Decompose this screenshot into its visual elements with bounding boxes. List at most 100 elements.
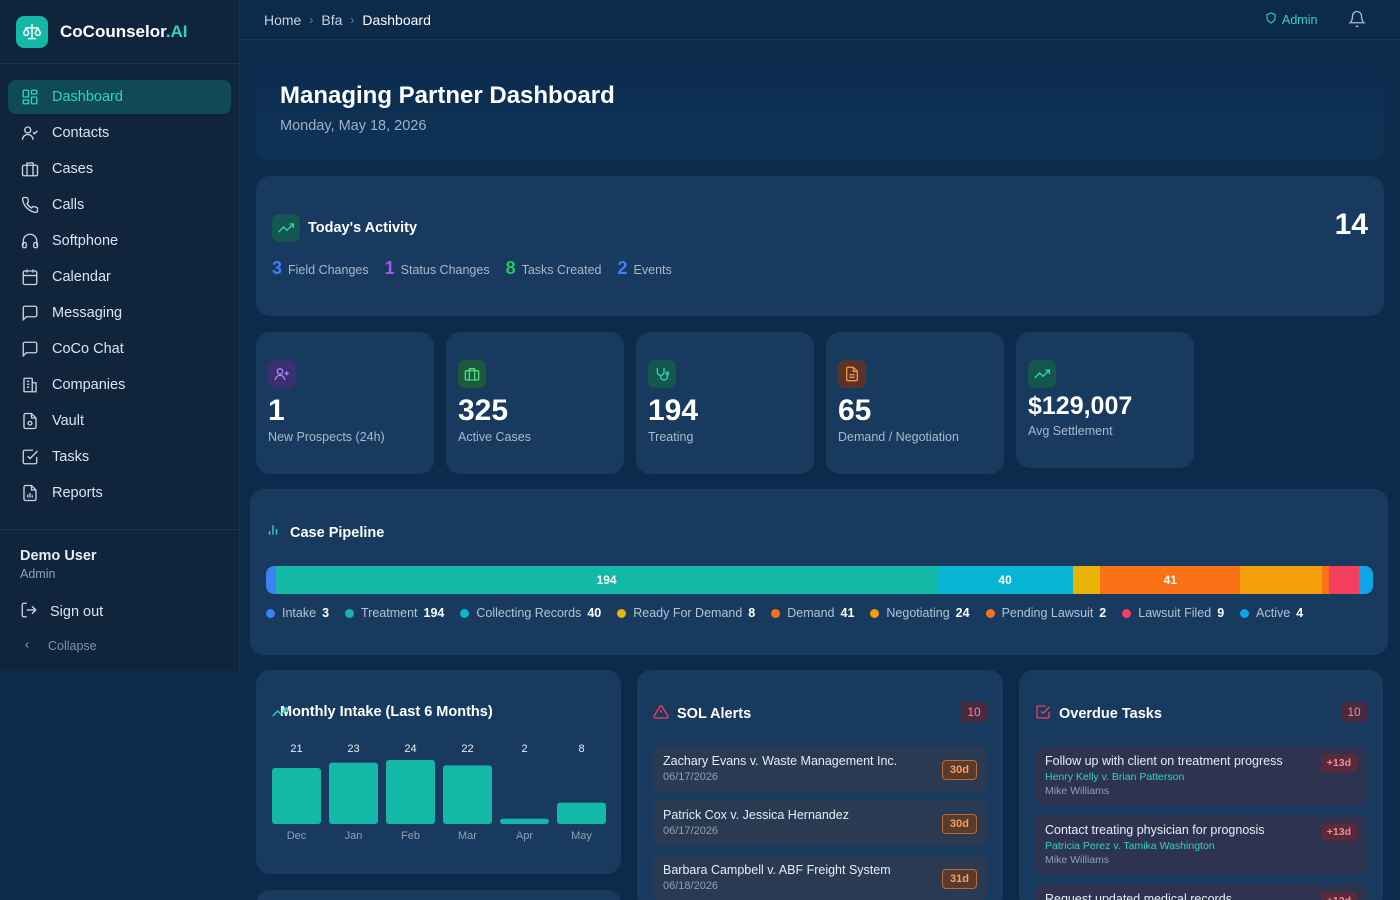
sidebar-item-coco-chat[interactable]: CoCo Chat <box>8 332 231 366</box>
collapse-button[interactable]: Collapse <box>20 639 220 653</box>
legend-count: 40 <box>587 606 602 620</box>
briefcase-icon <box>458 360 486 388</box>
sol-alert-row[interactable]: Patrick Cox v. Jessica Hernandez 06/17/2… <box>653 800 987 846</box>
sidebar-item-dashboard[interactable]: Dashboard <box>8 80 231 114</box>
intake-bar[interactable] <box>500 818 549 824</box>
breadcrumb-current: Dashboard <box>362 11 431 28</box>
stat-card-demand-negotiation[interactable]: 65 Demand / Negotiation <box>826 332 1004 474</box>
pipeline-segment[interactable]: 41 <box>1100 566 1241 594</box>
vault-file-icon <box>20 411 40 431</box>
intake-bar[interactable] <box>443 765 492 824</box>
pipeline-segment[interactable] <box>1328 566 1360 594</box>
sign-out-icon <box>20 601 38 623</box>
user-name: Demo User <box>20 548 97 564</box>
intake-bar[interactable] <box>272 768 321 824</box>
task-title: Request updated medical records <box>1045 892 1232 900</box>
legend-count: 24 <box>955 606 970 620</box>
breadcrumb-chevron-icon: › <box>350 12 355 27</box>
sidebar-item-messaging[interactable]: Messaging <box>8 296 231 330</box>
sol-alert-row[interactable]: Zachary Evans v. Waste Management Inc. 0… <box>653 746 987 792</box>
sidebar-item-contacts[interactable]: Contacts <box>8 116 231 150</box>
task-case-link[interactable]: Patricia Perez v. Tamika Washington <box>1045 840 1215 852</box>
scales-icon <box>16 15 48 48</box>
overdue-task-row[interactable]: Request updated medical records +13d <box>1035 884 1367 900</box>
activity-header: Today's Activity <box>272 214 417 242</box>
legend-label: Lawsuit Filed <box>1138 606 1212 620</box>
activity-total: 14 <box>1334 208 1368 241</box>
legend-item: Pending Lawsuit 2 <box>985 606 1106 620</box>
page-header: Managing Partner Dashboard Monday, May 1… <box>256 56 1384 160</box>
sidebar-item-tasks[interactable]: Tasks <box>8 440 231 474</box>
sidebar: CoCounselor.AI Dashboard Contacts Cases … <box>0 0 240 670</box>
stat-value: 325 <box>458 394 509 427</box>
sign-out-button[interactable]: Sign out <box>20 601 220 623</box>
legend-count: 8 <box>748 606 756 620</box>
stat-card-new-prospects[interactable]: 1 New Prospects (24h) <box>256 332 434 474</box>
collapse-label: Collapse <box>48 639 97 653</box>
headset-icon <box>20 231 40 251</box>
pipeline-segment[interactable] <box>1359 566 1373 594</box>
sol-count-badge: 10 <box>961 702 987 722</box>
legend-count: 3 <box>322 606 330 620</box>
legend-item: Intake 3 <box>266 606 329 620</box>
breadcrumb-chevron-icon: › <box>309 12 314 27</box>
calendar-icon <box>20 267 40 287</box>
stat-card-avg-settlement[interactable]: $129,007 Avg Settlement <box>1016 332 1194 468</box>
admin-badge[interactable]: Admin <box>1265 12 1317 27</box>
sidebar-item-vault[interactable]: Vault <box>8 404 231 438</box>
sidebar-item-companies[interactable]: Companies <box>8 368 231 402</box>
legend-item: Active 4 <box>1240 606 1303 620</box>
legend-count: 41 <box>840 606 855 620</box>
stat-label: Avg Settlement <box>1028 424 1113 438</box>
todays-activity-card: Today's Activity 14 3 Field Changes 1 St… <box>256 176 1384 316</box>
intake-bar[interactable] <box>557 802 606 824</box>
stat-value: 194 <box>648 394 699 427</box>
task-owner: Mike Williams <box>1045 785 1110 797</box>
sidebar-item-calendar[interactable]: Calendar <box>8 260 231 294</box>
breadcrumb-home[interactable]: Home <box>264 11 302 28</box>
intake-bar-category: Dec <box>287 830 307 842</box>
legend-dot <box>1122 608 1132 618</box>
trending-up-icon <box>1028 360 1056 388</box>
pipeline-segment[interactable] <box>1073 566 1101 594</box>
stat-card-treating[interactable]: 194 Treating <box>636 332 814 474</box>
pipeline-segment[interactable] <box>1240 566 1322 594</box>
brand[interactable]: CoCounselor.AI <box>0 0 239 64</box>
stat-label: New Prospects (24h) <box>268 430 385 444</box>
legend-item: Demand 41 <box>771 606 854 620</box>
sidebar-item-reports[interactable]: Reports <box>8 476 231 510</box>
activity-stat-events: 2 Events <box>618 258 672 279</box>
intake-bar[interactable] <box>386 760 435 824</box>
stat-card-active-cases[interactable]: 325 Active Cases <box>446 332 624 474</box>
sidebar-item-cases[interactable]: Cases <box>8 152 231 186</box>
monthly-intake-card: Monthly Intake (Last 6 Months) 21 Dec 23 Ja… <box>256 670 621 874</box>
legend-label: Demand <box>787 606 835 620</box>
sidebar-item-softphone[interactable]: Softphone <box>8 224 231 258</box>
pipeline-segment[interactable] <box>1321 566 1329 594</box>
legend-dot <box>345 608 355 618</box>
intake-bar[interactable] <box>329 762 378 824</box>
sidebar-item-label: CoCo Chat <box>52 341 124 357</box>
intake-bar-category: Jan <box>345 830 363 842</box>
task-case-link[interactable]: Henry Kelly v. Brian Patterson <box>1045 771 1185 783</box>
overdue-task-row[interactable]: Contact treating physician for prognosis… <box>1035 815 1367 875</box>
legend-dot <box>266 608 275 618</box>
pipeline-segment[interactable]: 40 <box>936 566 1074 594</box>
breadcrumb-bfa[interactable]: Bfa <box>321 11 343 28</box>
pipeline-segment[interactable] <box>266 566 277 594</box>
page-date: Monday, May 18, 2026 <box>280 118 427 134</box>
legend-label: Ready For Demand <box>633 606 743 620</box>
notifications-button[interactable] <box>1348 10 1366 33</box>
sol-alert-row[interactable]: Barbara Campbell v. ABF Freight System 0… <box>653 855 987 900</box>
pipeline-segment[interactable]: 194 <box>276 566 937 594</box>
sidebar-item-calls[interactable]: Calls <box>8 188 231 222</box>
overdue-task-row[interactable]: Follow up with client on treatment progr… <box>1035 746 1367 806</box>
sidebar-item-label: Contacts <box>52 125 110 141</box>
intake-bar-chart: 21 Dec 23 Jan 24 Feb 22 Mar 2 Apr 8 May <box>272 743 606 842</box>
legend-label: Negotiating <box>886 606 950 620</box>
intake-header: Monthly Intake (Last 6 Months) <box>272 704 493 720</box>
sidebar-item-label: Softphone <box>52 233 119 249</box>
legend-dot <box>771 608 781 618</box>
task-title: Follow up with client on treatment progr… <box>1045 754 1283 768</box>
sidebar-item-label: Tasks <box>52 449 90 465</box>
